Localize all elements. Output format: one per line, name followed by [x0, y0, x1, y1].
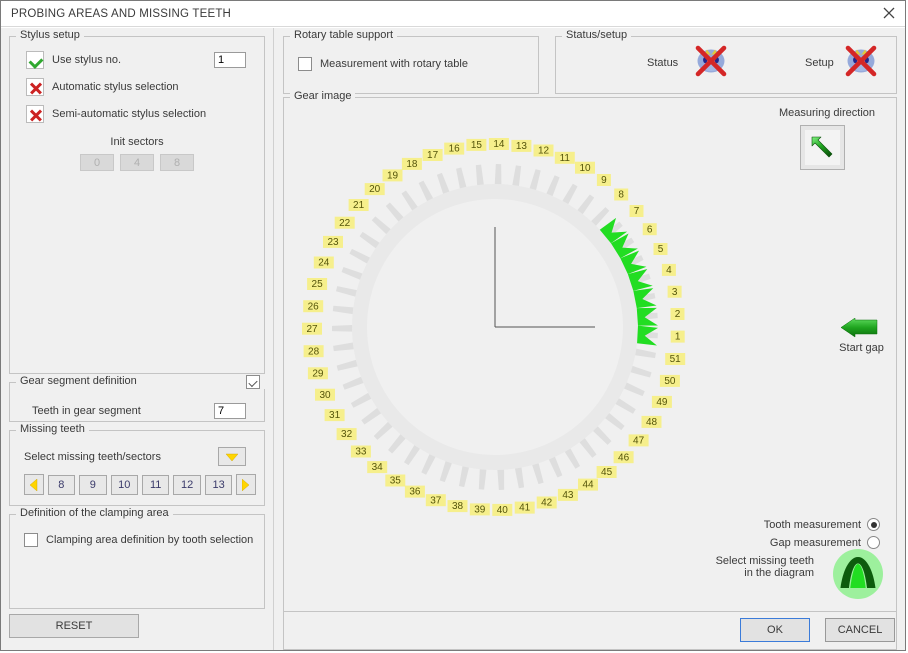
- svg-text:44: 44: [582, 480, 594, 491]
- svg-text:25: 25: [312, 279, 324, 290]
- svg-text:5: 5: [658, 244, 664, 255]
- svg-text:6: 6: [647, 224, 653, 235]
- svg-text:23: 23: [327, 237, 339, 248]
- svg-text:37: 37: [430, 495, 442, 506]
- svg-text:16: 16: [449, 144, 461, 155]
- svg-text:34: 34: [372, 462, 384, 473]
- svg-text:9: 9: [601, 175, 607, 186]
- svg-text:38: 38: [452, 501, 464, 512]
- svg-text:32: 32: [341, 429, 353, 440]
- svg-text:41: 41: [519, 503, 531, 514]
- svg-text:2: 2: [675, 309, 681, 320]
- svg-text:11: 11: [560, 153, 571, 164]
- svg-text:28: 28: [308, 346, 320, 357]
- svg-text:7: 7: [634, 206, 640, 217]
- svg-text:21: 21: [353, 200, 365, 211]
- svg-text:13: 13: [516, 141, 528, 152]
- svg-text:3: 3: [672, 287, 678, 298]
- svg-text:19: 19: [387, 171, 399, 182]
- svg-text:22: 22: [339, 218, 351, 229]
- svg-text:31: 31: [329, 410, 341, 421]
- svg-text:50: 50: [664, 376, 676, 387]
- svg-text:20: 20: [369, 184, 381, 195]
- svg-text:27: 27: [306, 324, 318, 335]
- svg-text:26: 26: [308, 301, 320, 312]
- svg-text:4: 4: [666, 265, 672, 276]
- svg-text:35: 35: [390, 476, 402, 487]
- svg-text:42: 42: [541, 498, 553, 509]
- svg-text:8: 8: [618, 190, 624, 201]
- svg-text:29: 29: [312, 368, 324, 379]
- svg-text:46: 46: [618, 452, 630, 463]
- svg-text:47: 47: [633, 436, 645, 447]
- svg-text:51: 51: [670, 354, 682, 365]
- svg-text:1: 1: [675, 332, 681, 343]
- svg-text:18: 18: [406, 159, 418, 170]
- svg-text:49: 49: [656, 397, 668, 408]
- svg-text:17: 17: [427, 150, 439, 161]
- svg-text:30: 30: [319, 390, 331, 401]
- svg-text:36: 36: [409, 487, 421, 498]
- svg-text:45: 45: [601, 467, 613, 478]
- svg-text:14: 14: [493, 139, 505, 150]
- svg-text:24: 24: [318, 258, 330, 269]
- svg-text:43: 43: [562, 490, 574, 501]
- svg-text:39: 39: [474, 505, 486, 516]
- svg-text:33: 33: [355, 447, 367, 458]
- svg-text:40: 40: [497, 505, 509, 516]
- svg-text:12: 12: [538, 146, 550, 157]
- svg-text:48: 48: [646, 417, 658, 428]
- svg-text:10: 10: [579, 163, 591, 174]
- svg-text:15: 15: [471, 140, 483, 151]
